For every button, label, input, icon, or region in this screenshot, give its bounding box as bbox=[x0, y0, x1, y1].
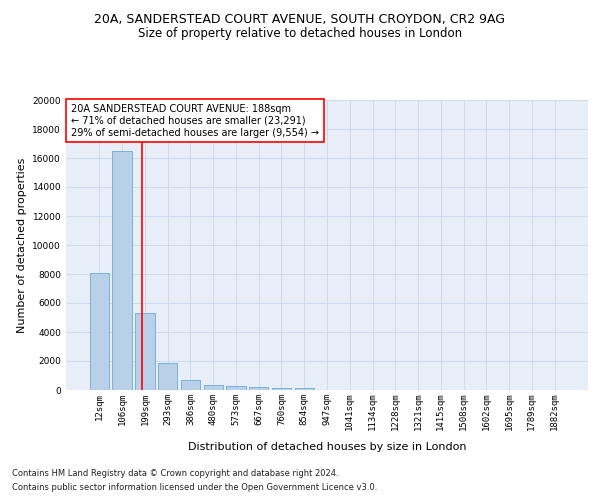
Bar bbox=[158, 363, 178, 390]
Bar bbox=[181, 380, 200, 390]
Text: Size of property relative to detached houses in London: Size of property relative to detached ho… bbox=[138, 28, 462, 40]
Bar bbox=[272, 388, 291, 390]
Y-axis label: Number of detached properties: Number of detached properties bbox=[17, 158, 27, 332]
Text: 20A SANDERSTEAD COURT AVENUE: 188sqm
← 71% of detached houses are smaller (23,29: 20A SANDERSTEAD COURT AVENUE: 188sqm ← 7… bbox=[71, 104, 319, 138]
Bar bbox=[90, 272, 109, 390]
Bar bbox=[226, 386, 245, 390]
Bar bbox=[112, 151, 132, 390]
Bar bbox=[295, 388, 314, 390]
Bar bbox=[249, 387, 268, 390]
Text: Distribution of detached houses by size in London: Distribution of detached houses by size … bbox=[188, 442, 466, 452]
Bar bbox=[203, 385, 223, 390]
Text: 20A, SANDERSTEAD COURT AVENUE, SOUTH CROYDON, CR2 9AG: 20A, SANDERSTEAD COURT AVENUE, SOUTH CRO… bbox=[95, 12, 505, 26]
Text: Contains HM Land Registry data © Crown copyright and database right 2024.: Contains HM Land Registry data © Crown c… bbox=[12, 468, 338, 477]
Text: Contains public sector information licensed under the Open Government Licence v3: Contains public sector information licen… bbox=[12, 484, 377, 492]
Bar bbox=[135, 313, 155, 390]
